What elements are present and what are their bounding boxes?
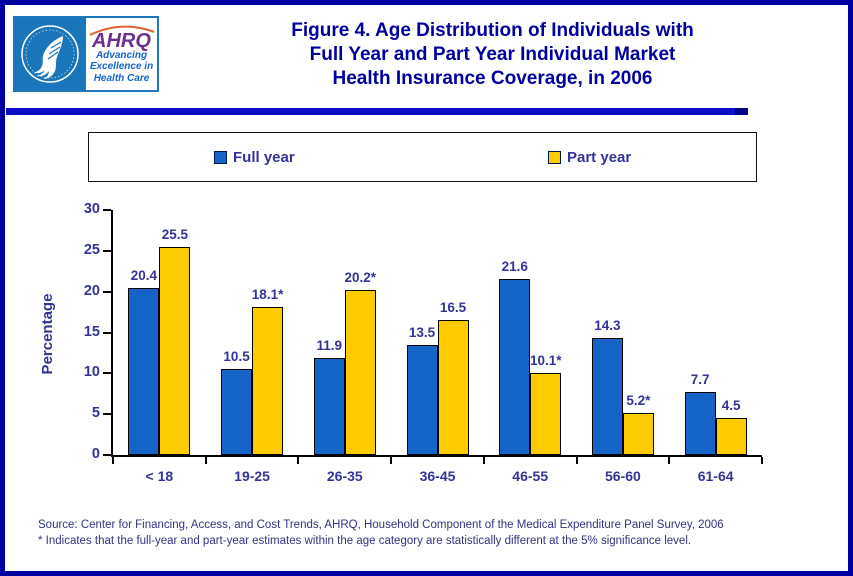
significance-note: * Indicates that the full-year and part-… [38,535,692,547]
value-label-full-year-1: 20.4 [130,268,157,283]
x-category-label-3: 26-35 [326,468,363,484]
legend-label-2: Part year [567,149,632,166]
bar-part-year-3 [344,290,376,455]
legend-swatch-1 [214,151,227,164]
source-note: Source: Center for Financing, Access, an… [38,519,724,531]
hhs-eagle-icon [21,25,79,83]
ahrq-hhs-logo: AHRQ Advancing Excellence in Health Care [13,16,159,92]
value-label-part-year-1: 25.5 [161,227,188,242]
value-label-full-year-7: 7.7 [690,372,710,387]
x-category-label-1: < 18 [145,468,174,484]
x-tick-7 [761,457,763,464]
y-tick-label-0: 0 [91,446,100,462]
y-tick-0 [103,454,111,456]
y-tick-15 [103,331,111,334]
legend-swatch-2 [548,151,561,164]
ahrq-tagline-1: Advancing [95,49,148,61]
x-axis-line [111,455,762,457]
x-category-label-5: 46-55 [512,468,549,484]
bar-full-year-7 [684,392,716,455]
x-category-label-2: 19-25 [234,468,270,484]
legend-label-1: Full year [233,149,295,166]
ahrq-logo: AHRQ Advancing Excellence in Health Care [86,18,157,90]
bar-full-year-5 [499,279,531,455]
ahrq-arc-icon [89,25,154,36]
title-line-1: Figure 4. Age Distribution of Individual… [291,20,694,41]
x-category-label-6: 56-60 [605,468,641,484]
ahrq-tagline-3: Health Care [93,72,150,84]
x-tick-1 [204,457,207,464]
x-tick-6 [668,457,671,464]
bar-part-year-7 [715,418,747,455]
y-tick-label-15: 15 [83,323,100,340]
bar-full-year-2 [221,369,253,455]
value-label-full-year-6: 14.3 [594,318,621,333]
chart-legend: Full year Part year [88,132,757,182]
value-label-part-year-3: 20.2* [344,270,377,285]
figure-title: Figure 4. Age Distribution of Individual… [170,19,815,91]
value-label-part-year-2: 18.1* [251,287,284,302]
title-line-3: Health Insurance Coverage, in 2006 [332,68,653,89]
y-axis-line [111,210,113,457]
y-tick-10 [103,372,111,375]
bar-part-year-5 [530,373,562,455]
value-label-full-year-2: 10.5 [223,349,250,364]
ahrq-wordmark: AHRQ [92,29,151,52]
hhs-seal [15,18,86,90]
value-label-part-year-4: 16.5 [439,300,467,315]
y-tick-30 [103,209,111,211]
bar-part-year-2 [252,307,284,455]
bar-full-year-6 [591,338,623,455]
y-tick-label-25: 25 [83,241,100,258]
value-label-full-year-5: 21.6 [501,259,528,274]
bar-part-year-1 [159,247,191,455]
legend-item-1: Full year [214,149,295,166]
legend-item-2: Part year [548,149,631,166]
title-line-2: Full Year and Part Year Individual Marke… [309,44,676,65]
bar-full-year-3 [313,358,345,455]
x-tick-2 [297,457,300,464]
ahrq-tagline-2: Excellence in [89,61,154,73]
y-tick-25 [103,249,111,252]
x-category-label-7: 61-64 [697,468,734,484]
y-tick-label-10: 10 [83,364,100,381]
value-label-full-year-3: 11.9 [316,338,343,353]
y-tick-label-5: 5 [91,405,100,422]
x-tick-4 [482,457,485,464]
value-label-part-year-6: 5.2* [626,393,651,408]
x-tick-5 [575,457,578,464]
bar-full-year-1 [128,288,160,455]
bar-part-year-4 [437,320,469,455]
value-label-full-year-4: 13.5 [408,325,436,340]
x-tick-0 [112,457,114,464]
y-tick-20 [103,290,111,293]
y-tick-label-20: 20 [83,282,100,299]
bar-full-year-4 [406,345,438,455]
value-label-part-year-7: 4.5 [721,398,741,413]
y-tick-label-30: 30 [83,201,100,217]
bar-part-year-6 [622,413,654,455]
x-tick-3 [390,457,393,464]
header-divider [6,108,735,115]
header-divider-end [735,108,748,115]
y-tick-5 [103,413,111,416]
value-label-part-year-5: 10.1* [529,353,562,368]
x-category-label-4: 36-45 [419,468,456,484]
